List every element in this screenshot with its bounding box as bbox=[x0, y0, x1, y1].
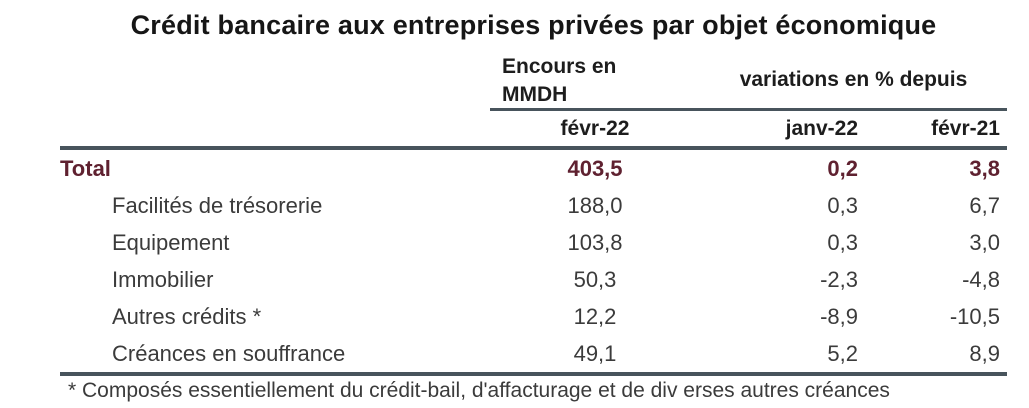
table-group-header-row: Encours en MMDH variations en % depuis bbox=[60, 52, 1007, 108]
row-label: Autres crédits * bbox=[112, 303, 262, 329]
encours-value: 188,0 bbox=[567, 192, 623, 218]
row-label: Equipement bbox=[112, 229, 230, 255]
row-label: Facilités de trésorerie bbox=[112, 192, 323, 218]
var-janv-value: 0,2 bbox=[827, 155, 858, 181]
group-header-encours-cell: Encours en MMDH bbox=[490, 52, 700, 108]
table-row-autres-credits: Autres crédits * 12,2 -8,9 -10,5 bbox=[60, 298, 1007, 335]
table-row-immobilier: Immobilier 50,3 -2,3 -4,8 bbox=[60, 261, 1007, 298]
header-rule bbox=[490, 108, 1007, 111]
var-fevr-value: 6,7 bbox=[969, 192, 1000, 218]
encours-value: 50,3 bbox=[573, 266, 617, 292]
bottom-rule bbox=[60, 372, 1007, 376]
figure-title: Crédit bancaire aux entreprises privées … bbox=[130, 10, 937, 40]
var-janv-value: 0,3 bbox=[827, 229, 858, 255]
var-fevr-value: 3,8 bbox=[969, 155, 1000, 181]
row-label: Total bbox=[60, 155, 111, 181]
column-header-fevr21: févr-21 bbox=[931, 116, 1000, 140]
table-row-creances-souffrance: Créances en souffrance 49,1 5,2 8,9 bbox=[60, 335, 1007, 372]
var-janv-value: 0,3 bbox=[827, 192, 858, 218]
table-row-facilites: Facilités de trésorerie 188,0 0,3 6,7 bbox=[60, 187, 1007, 224]
table-row-equipement: Equipement 103,8 0,3 3,0 bbox=[60, 224, 1007, 261]
row-label: Créances en souffrance bbox=[112, 340, 346, 366]
group-header-variations: variations en % depuis bbox=[739, 68, 968, 91]
table-column-header-row: févr-22 janv-22 févr-21 bbox=[60, 111, 1007, 146]
var-janv-value: -2,3 bbox=[820, 266, 858, 292]
group-header-variations-cell: variations en % depuis bbox=[700, 52, 1007, 108]
top-rule bbox=[60, 146, 1007, 150]
encours-value: 49,1 bbox=[573, 340, 617, 366]
var-fevr-value: -4,8 bbox=[962, 266, 1000, 292]
footnote: * Composés essentiellement du crédit-bai… bbox=[68, 379, 890, 402]
table-row-total: Total 403,5 0,2 3,8 bbox=[60, 150, 1007, 187]
group-header-encours: Encours en MMDH bbox=[502, 55, 617, 106]
var-fevr-value: 8,9 bbox=[969, 340, 1000, 366]
encours-value: 103,8 bbox=[567, 229, 623, 255]
var-fevr-value: -10,5 bbox=[949, 303, 1000, 329]
var-janv-value: -8,9 bbox=[820, 303, 858, 329]
column-header-fevr22: févr-22 bbox=[560, 116, 630, 140]
var-janv-value: 5,2 bbox=[827, 340, 858, 366]
row-label: Immobilier bbox=[112, 266, 214, 292]
column-header-janv22: janv-22 bbox=[785, 116, 858, 140]
credit-table: Encours en MMDH variations en % depuis f… bbox=[60, 52, 1007, 403]
encours-value: 12,2 bbox=[573, 303, 617, 329]
var-fevr-value: 3,0 bbox=[969, 229, 1000, 255]
encours-value: 403,5 bbox=[567, 155, 623, 181]
group-header-spacer bbox=[60, 52, 490, 108]
